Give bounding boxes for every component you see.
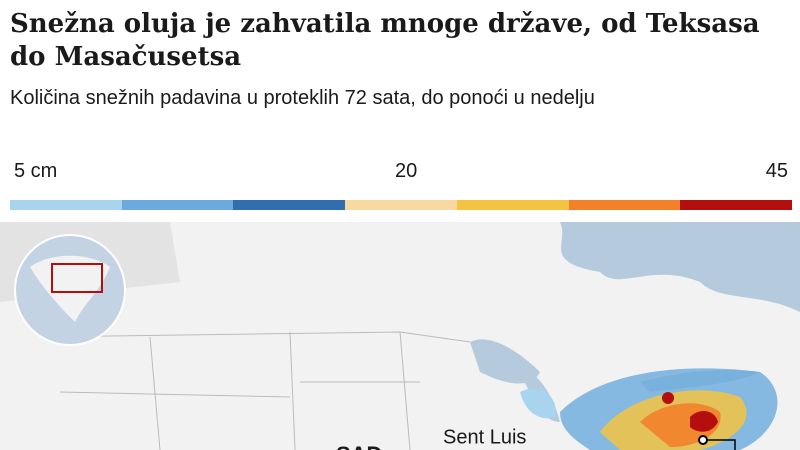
snow-area [690, 410, 718, 432]
leader-line [707, 439, 736, 450]
legend-swatch [568, 200, 681, 210]
legend-label: 5 cm [14, 160, 58, 182]
legend-swatch [345, 200, 457, 210]
legend-swatch [680, 200, 793, 210]
map: Sent Luis SAD [0, 222, 800, 450]
legend-swatch [10, 200, 122, 210]
legend-label: 45 [765, 160, 788, 182]
inset-box [51, 263, 103, 293]
title: Snežna oluja je zahvatila mnoge države, … [10, 9, 760, 72]
map-label: SAD [336, 442, 382, 450]
city-marker [698, 435, 708, 445]
borders [39, 331, 471, 450]
subtitle: Količina snežnih padavina u proteklih 72… [10, 87, 595, 109]
legend-label: 20 [395, 160, 418, 182]
map-label: Sent Luis [443, 426, 526, 448]
globe-land [30, 255, 110, 322]
snow-area [662, 392, 674, 404]
legend-swatch [233, 200, 346, 210]
legend-bar [10, 200, 793, 210]
snow-area [520, 388, 556, 419]
legend-swatch [456, 200, 569, 210]
legend-swatch [121, 200, 234, 210]
